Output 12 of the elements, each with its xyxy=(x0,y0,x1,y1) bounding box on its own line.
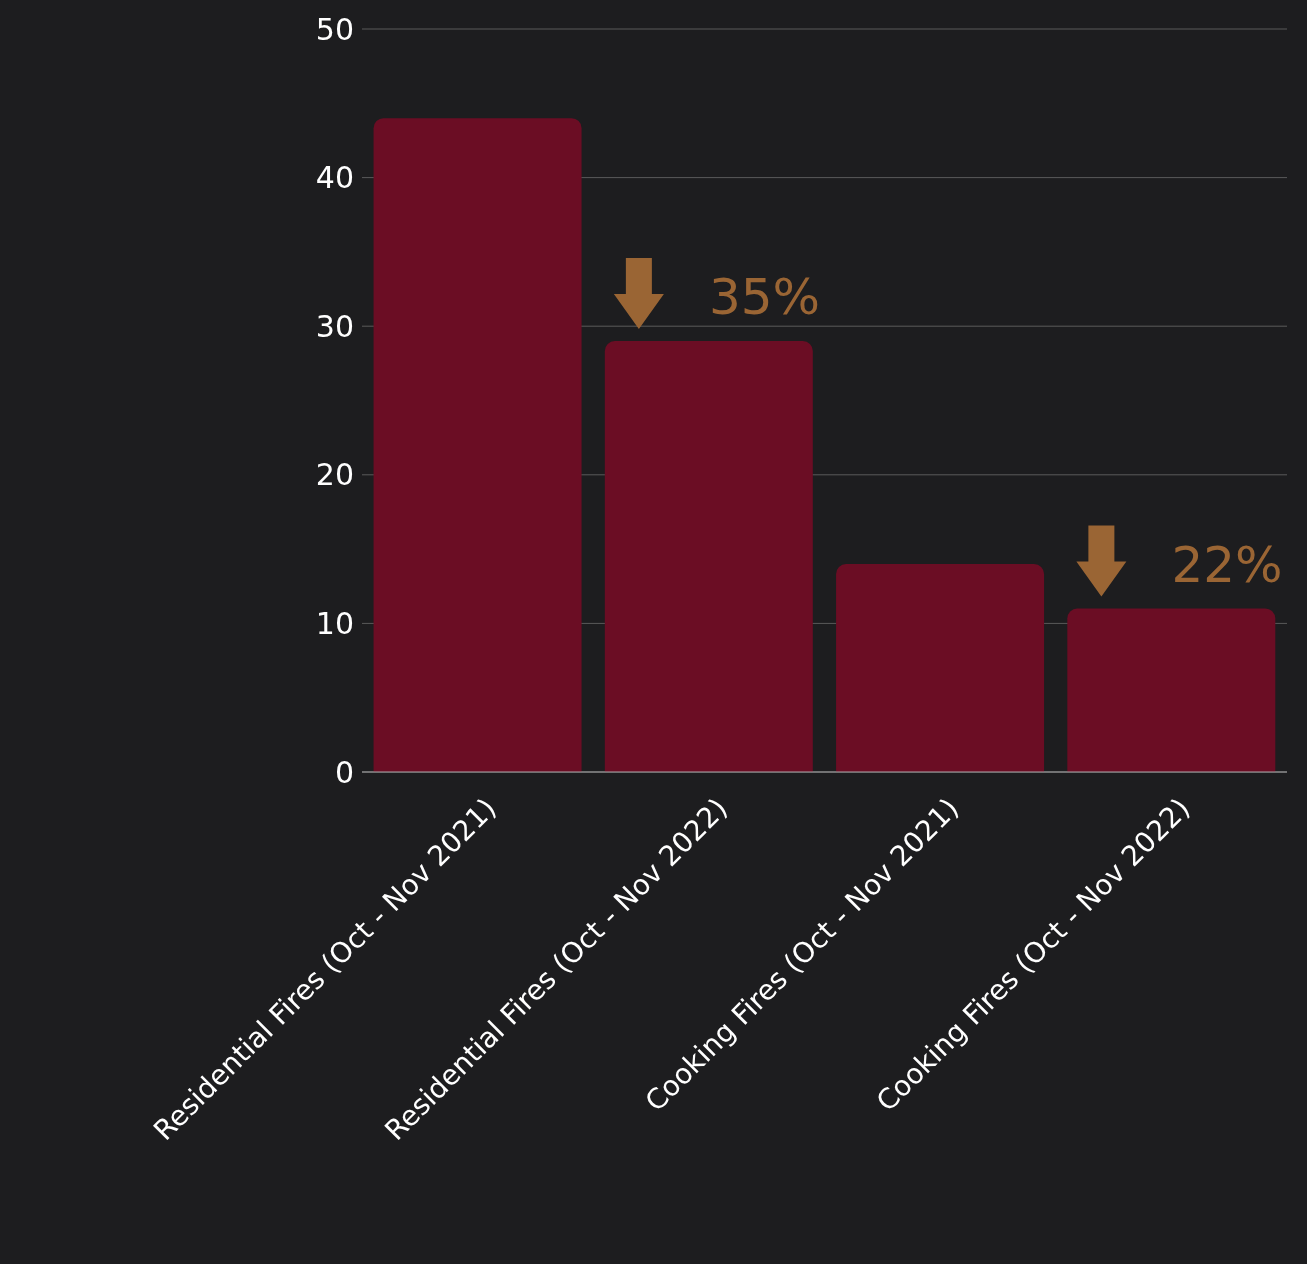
y-tick-label: 30 xyxy=(315,308,354,344)
bar xyxy=(604,341,813,772)
bar xyxy=(1067,608,1276,772)
bar xyxy=(373,118,582,772)
annotation: 35% xyxy=(708,268,821,327)
annotation: 22% xyxy=(1171,535,1283,594)
y-tick-label: 0 xyxy=(334,754,354,790)
y-tick-label: 10 xyxy=(315,606,354,642)
y-tick-label: 50 xyxy=(315,11,354,47)
bar xyxy=(836,563,1045,772)
y-tick-label: 20 xyxy=(315,457,354,493)
y-tick-label: 40 xyxy=(315,160,354,196)
